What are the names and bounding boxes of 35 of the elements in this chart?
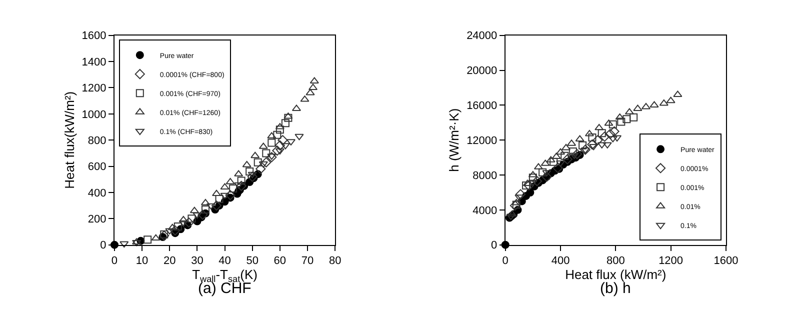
x-axis-title: Heat flux (kW/m²) xyxy=(565,267,666,282)
y-tick-label: 400 xyxy=(88,187,106,200)
x-axis-title: T$_{wall}$-T$_{sat}$(K) xyxy=(192,267,258,284)
x-tick-label: 800 xyxy=(606,255,625,268)
y-tick-label: 600 xyxy=(88,161,106,174)
x-tick-label: 70 xyxy=(301,255,314,268)
x-tick-label: 20 xyxy=(164,255,176,268)
y-tick-label: 8000 xyxy=(472,170,498,182)
y-tick-label: 24000 xyxy=(466,30,498,42)
y-tick-label: 0 xyxy=(100,240,106,252)
y-axis-title: h (W/m²·K) xyxy=(446,108,462,172)
y-tick-label: 800 xyxy=(88,134,106,147)
y-tick-label: 1600 xyxy=(82,30,106,42)
y-axis-title: Heat flux(kW/m²) xyxy=(62,91,77,189)
x-tick-label: 10 xyxy=(136,255,148,268)
text: (b) h xyxy=(600,280,631,297)
y-tick-label: 20000 xyxy=(466,65,498,78)
x-tick-label: 400 xyxy=(551,255,570,268)
x-tick-label: 60 xyxy=(274,255,286,268)
x-tick-label: 0 xyxy=(502,255,508,268)
y-tick-label: 16000 xyxy=(466,100,498,112)
x-tick-label: 50 xyxy=(246,255,258,268)
y-tick-label: 1000 xyxy=(82,108,106,121)
y-tick-label: 1200 xyxy=(82,82,106,95)
x-tick-label: 30 xyxy=(191,255,204,268)
y-tick-label: 4000 xyxy=(472,204,498,217)
y-tick-label: 0 xyxy=(491,240,498,252)
y-tick-label: 200 xyxy=(88,214,106,226)
x-tick-label: 40 xyxy=(218,255,231,268)
x-tick-label: 80 xyxy=(328,255,342,268)
x-tick-label: 1200 xyxy=(658,255,684,268)
x-tick-label: 1600 xyxy=(714,255,738,268)
y-tick-label: 1400 xyxy=(82,56,106,68)
y-tick-label: 12000 xyxy=(466,134,498,147)
x-tick-label: 0 xyxy=(111,255,118,268)
